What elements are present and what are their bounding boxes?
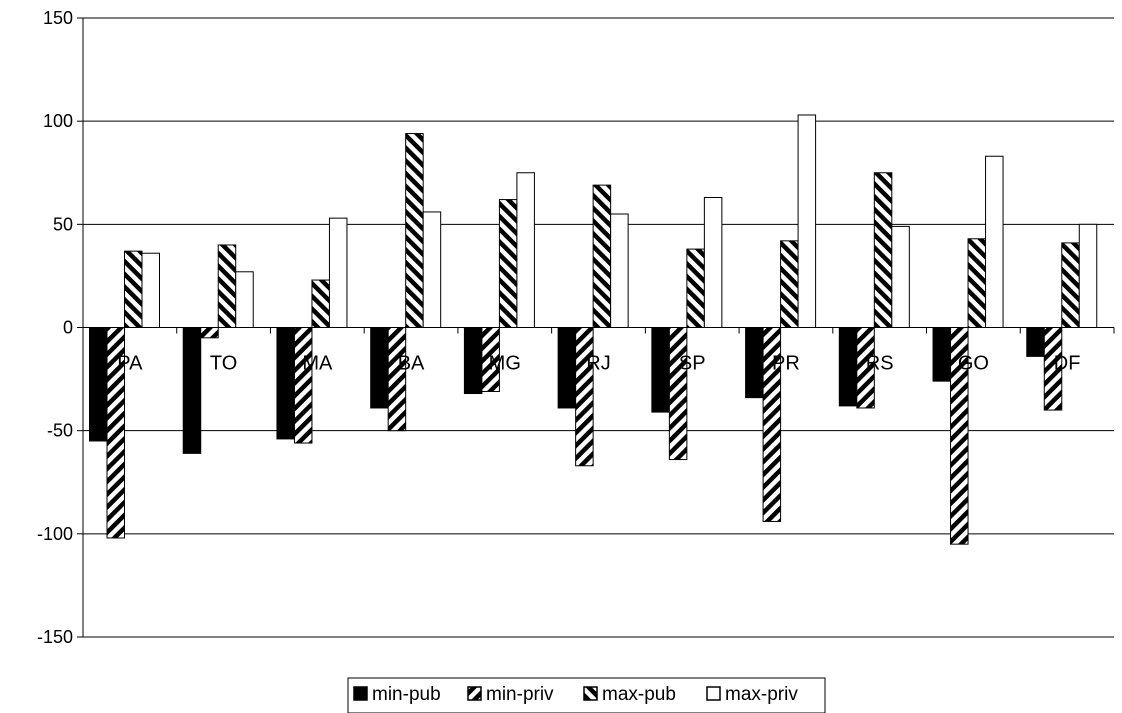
bar-max-pub-RS [873,172,893,328]
category-label-TO: TO [210,353,237,375]
bar-max-priv-MA [328,217,348,328]
legend-swatch-min-priv [467,686,482,701]
legend: min-pub min-priv max-pub max-priv [347,677,826,713]
legend-swatch-min-pub [353,686,368,701]
y-tick-label: -150 [37,627,73,647]
bar-max-priv-GO [985,155,1004,328]
legend-swatch-max-priv [706,686,721,701]
category-labels: PA TO MA BA MG RJ SP PR RS GO DF [117,353,1080,375]
bar-max-pub-SP [686,248,705,329]
legend-swatch-max-pub [583,686,598,701]
category-label-PA: PA [117,353,143,375]
bar-max-priv-RS [891,225,910,328]
bar-min-priv-MA [293,327,313,444]
legend-label-min-priv: min-priv [486,684,554,705]
bar-min-pub-RS [838,327,858,407]
category-label-SP: SP [679,353,706,375]
y-tick-label: 100 [43,111,73,131]
bar-max-priv-BA [422,211,442,329]
bar-min-priv-RJ [575,327,594,467]
bar-max-priv-PA [141,252,160,328]
bar-min-pub-MG [463,327,483,395]
category-label-BA: BA [398,353,425,375]
y-tick-label: 0 [63,318,73,338]
bar-max-pub-MA [311,279,330,328]
legend-label-min-pub: min-pub [372,684,441,705]
category-label-MA: MA [302,353,333,375]
y-tick-label: 150 [43,8,73,28]
legend-label-max-priv: max-priv [725,684,798,705]
bar-min-pub-RJ [557,327,577,409]
category-label-GO: GO [958,353,989,375]
bar-min-priv-SP [668,327,688,461]
category-label-RJ: RJ [586,353,610,375]
bar-max-pub-GO [967,238,987,329]
bar-min-priv-BA [387,327,407,432]
category-label-PR: PR [772,353,800,375]
bars [89,114,1098,545]
bar-min-priv-TO [200,327,219,339]
bar-max-pub-BA [405,133,424,328]
bar-min-pub-MA [276,327,295,440]
bar-max-pub-PA [124,250,143,328]
bar-min-pub-PA [89,327,108,442]
y-tick-label: -100 [37,524,73,544]
bar-max-pub-RJ [592,184,612,328]
bar-max-priv-RJ [610,213,629,328]
bar-min-pub-SP [651,327,670,413]
bar-max-priv-SP [703,197,723,328]
bar-max-pub-DF [1061,242,1080,328]
bar-min-pub-BA [370,327,389,409]
bar-max-priv-PR [797,114,817,328]
axes: 150 100 50 0 -50 -100 -150 [37,8,1115,647]
bar-min-pub-DF [1026,327,1045,357]
bar-max-priv-MG [516,172,535,328]
bar-min-pub-TO [182,327,202,454]
bar-min-pub-GO [932,327,952,382]
bar-min-pub-PR [745,327,764,399]
y-tick-label: 50 [53,214,73,234]
legend-label-max-pub: max-pub [602,684,676,705]
bar-max-pub-TO [217,244,237,328]
category-label-DF: DF [1054,353,1081,375]
category-label-MG: MG [489,353,521,375]
category-label-RS: RS [866,353,894,375]
y-tick-label: -50 [47,421,73,441]
bar-max-priv-DF [1078,223,1098,328]
bar-max-pub-PR [780,240,799,328]
bar-max-pub-MG [498,199,518,328]
bar-max-priv-TO [235,271,254,329]
